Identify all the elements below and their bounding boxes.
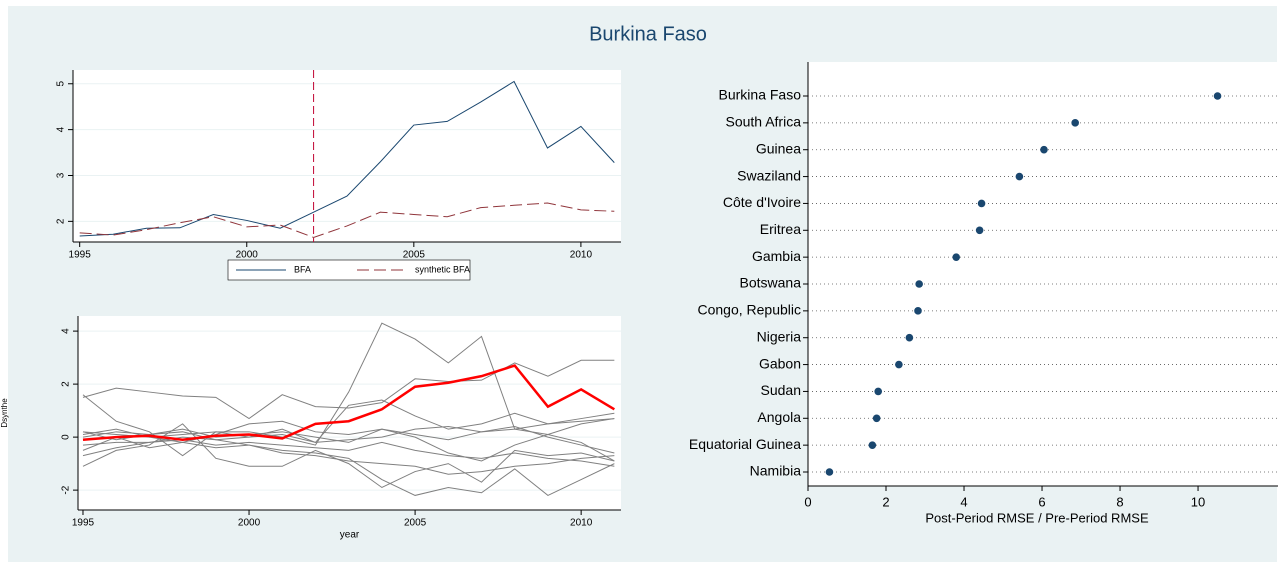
dot	[868, 441, 877, 449]
dot	[915, 280, 923, 288]
legend-box	[227, 259, 471, 281]
series-line	[82, 359, 615, 420]
y-tick-label: -2	[61, 485, 72, 494]
y-tick-label: 4	[56, 126, 67, 132]
y-tick-label: Gabon	[759, 355, 801, 371]
x-tick-label: 8	[1116, 494, 1123, 509]
y-tick-label: Angola	[757, 409, 801, 425]
x-tick-label: 2000	[238, 518, 261, 529]
series-line	[79, 80, 615, 237]
plot-area	[73, 70, 621, 242]
x-tick-label: 6	[1038, 494, 1045, 509]
dot	[905, 333, 914, 342]
x-tick-label: 2000	[236, 250, 259, 261]
series-line	[82, 322, 615, 446]
y-tick-label: Swaziland	[737, 167, 801, 183]
dot	[1040, 145, 1048, 154]
y-tick-label: 0	[61, 434, 72, 440]
series-line	[79, 202, 615, 238]
y-tick-label: Côte d'Ivoire	[723, 194, 801, 210]
plot-area	[78, 316, 621, 510]
x-tick-label: 10	[1191, 494, 1205, 509]
y-tick-label: South Africa	[726, 114, 802, 130]
series-line	[82, 418, 615, 443]
dot	[952, 253, 961, 261]
dot	[975, 226, 984, 235]
y-axis-title: Dsynthe	[0, 398, 9, 428]
y-tick-label: 2	[61, 381, 72, 387]
dot	[1071, 119, 1079, 127]
x-tick-label: 2005	[403, 250, 426, 261]
x-tick-label: 2	[882, 494, 889, 509]
y-tick-label: Eritrea	[760, 221, 801, 237]
dot	[1015, 172, 1024, 181]
dot	[914, 307, 922, 315]
y-tick-label: Nigeria	[757, 328, 802, 344]
dot	[977, 199, 986, 208]
y-tick-label: 3	[56, 172, 67, 178]
x-tick-label: 0	[804, 494, 811, 509]
y-tick-label: Guinea	[756, 140, 801, 156]
dot	[1213, 92, 1222, 100]
y-tick-label: Gambia	[752, 248, 801, 264]
dot	[874, 387, 883, 396]
y-tick-label: Sudan	[761, 382, 801, 398]
y-tick-label: Equatorial Guinea	[689, 436, 801, 452]
legend-label: synthetic BFA	[415, 264, 470, 274]
y-tick-label: 4	[61, 328, 72, 334]
x-tick-label: 2010	[570, 250, 593, 261]
y-tick-label: Namibia	[750, 463, 802, 479]
y-tick-label: Congo, Republic	[697, 302, 801, 318]
dot	[895, 360, 903, 369]
legend-label: BFA	[294, 264, 311, 274]
x-tick-label: 2005	[404, 518, 427, 529]
x-tick-label: 1995	[69, 250, 92, 261]
y-tick-label: Burkina Faso	[719, 87, 802, 103]
x-axis-title: year	[340, 530, 360, 541]
series-line	[82, 394, 615, 457]
x-axis-title: Post-Period RMSE / Pre-Period RMSE	[925, 510, 1149, 525]
y-tick-label: 5	[56, 81, 67, 87]
x-tick-label: 1995	[72, 518, 95, 529]
series-line	[82, 426, 615, 454]
series-line	[82, 436, 615, 475]
figure-title: Burkina Faso	[589, 23, 707, 45]
series-line	[82, 439, 615, 467]
y-tick-label: 2	[56, 218, 67, 224]
x-tick-label: 4	[960, 494, 967, 509]
dot	[872, 414, 881, 423]
dot	[825, 468, 834, 476]
plot-area	[808, 62, 1278, 486]
series-line	[82, 364, 615, 442]
y-tick-label: Botswana	[740, 275, 802, 291]
x-tick-label: 2010	[570, 518, 593, 529]
